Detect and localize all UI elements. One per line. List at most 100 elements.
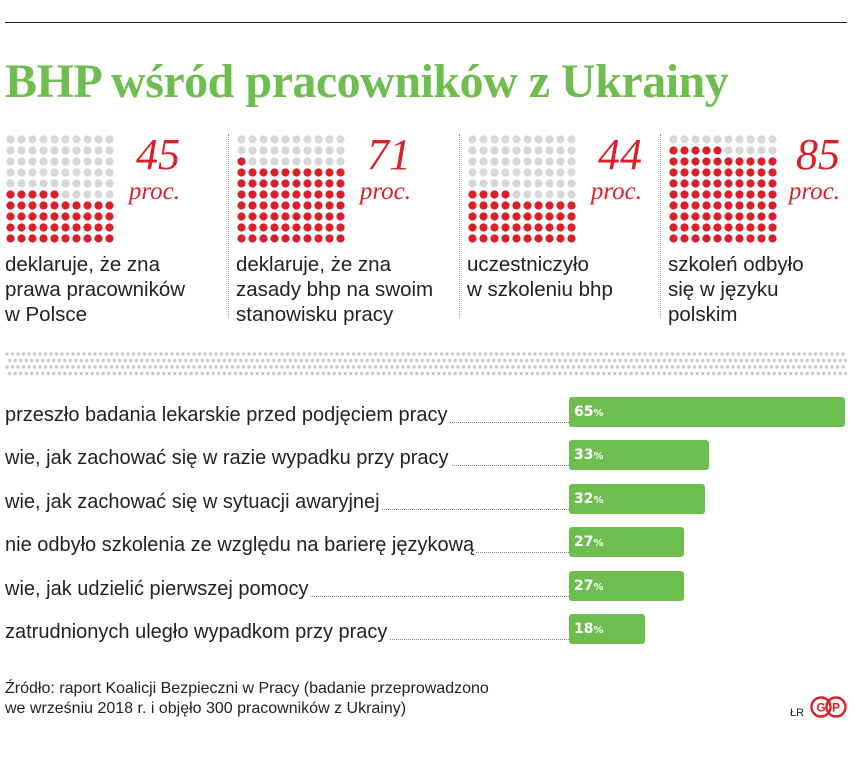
filled-dot bbox=[691, 179, 700, 188]
empty-dot bbox=[567, 190, 576, 199]
empty-dot bbox=[50, 179, 59, 188]
empty-dot bbox=[39, 135, 48, 144]
filled-dot bbox=[768, 168, 777, 177]
empty-dot bbox=[281, 157, 290, 166]
bar-value-label: 33% bbox=[574, 446, 604, 466]
filled-dot bbox=[292, 201, 301, 210]
filled-dot bbox=[680, 234, 689, 243]
filled-dot bbox=[259, 201, 268, 210]
filled-dot bbox=[702, 146, 711, 155]
filled-dot bbox=[746, 234, 755, 243]
filled-dot bbox=[669, 168, 678, 177]
author-credit: ŁR bbox=[790, 707, 805, 719]
empty-dot bbox=[556, 179, 565, 188]
empty-dot bbox=[314, 157, 323, 166]
bar-category-label: wie, jak zachować się w sytuacji awaryjn… bbox=[5, 490, 382, 514]
filled-dot bbox=[336, 223, 345, 232]
empty-dot bbox=[270, 135, 279, 144]
empty-dot bbox=[17, 168, 26, 177]
empty-dot bbox=[39, 179, 48, 188]
filled-dot bbox=[669, 157, 678, 166]
filled-dot bbox=[713, 201, 722, 210]
source-note: Źródło: raport Koalicji Bezpieczni w Pra… bbox=[5, 679, 489, 719]
empty-dot bbox=[39, 168, 48, 177]
filled-dot bbox=[303, 223, 312, 232]
empty-dot bbox=[523, 190, 532, 199]
filled-dot bbox=[691, 157, 700, 166]
stat-description-line: deklaruje, że zna bbox=[5, 253, 160, 276]
filled-dot bbox=[50, 234, 59, 243]
empty-dot bbox=[61, 135, 70, 144]
empty-dot bbox=[556, 157, 565, 166]
empty-dot bbox=[523, 157, 532, 166]
filled-dot bbox=[270, 168, 279, 177]
filled-dot bbox=[237, 212, 246, 221]
bar-value-number: 27 bbox=[574, 534, 594, 550]
filled-dot bbox=[680, 168, 689, 177]
stat-panel: 85 proc. szkoleń odbyło się w języku polskim bbox=[660, 132, 848, 326]
filled-dot bbox=[702, 201, 711, 210]
filled-dot bbox=[83, 223, 92, 232]
empty-dot bbox=[61, 157, 70, 166]
filled-dot bbox=[50, 223, 59, 232]
filled-dot bbox=[735, 168, 744, 177]
empty-dot bbox=[479, 157, 488, 166]
empty-dot bbox=[303, 146, 312, 155]
filled-dot bbox=[691, 223, 700, 232]
filled-dot bbox=[691, 234, 700, 243]
empty-dot bbox=[248, 157, 257, 166]
filled-dot bbox=[567, 201, 576, 210]
filled-dot bbox=[17, 190, 26, 199]
filled-dot bbox=[523, 212, 532, 221]
filled-dot bbox=[702, 234, 711, 243]
filled-dot bbox=[768, 212, 777, 221]
empty-dot bbox=[6, 146, 15, 155]
filled-dot bbox=[746, 157, 755, 166]
stat-description-line: w Polsce bbox=[5, 303, 88, 326]
filled-dot bbox=[83, 212, 92, 221]
empty-dot bbox=[768, 146, 777, 155]
filled-dot bbox=[303, 190, 312, 199]
filled-dot bbox=[669, 212, 678, 221]
empty-dot bbox=[534, 157, 543, 166]
bar-row: zatrudnionych uległo wypadkom przy pracy… bbox=[0, 614, 859, 648]
empty-dot bbox=[83, 190, 92, 199]
filled-dot bbox=[713, 223, 722, 232]
filled-dot bbox=[105, 212, 114, 221]
filled-dot bbox=[523, 223, 532, 232]
empty-dot bbox=[6, 135, 15, 144]
empty-dot bbox=[105, 146, 114, 155]
filled-dot bbox=[248, 234, 257, 243]
empty-dot bbox=[83, 168, 92, 177]
filled-dot bbox=[39, 190, 48, 199]
bar-category-label: wie, jak udzielić pierwszej pomocy bbox=[5, 577, 311, 601]
filled-dot bbox=[545, 234, 554, 243]
filled-dot bbox=[28, 234, 37, 243]
filled-dot bbox=[768, 234, 777, 243]
stat-unit: proc. bbox=[359, 178, 411, 205]
panel-separator bbox=[459, 134, 460, 318]
filled-dot bbox=[512, 234, 521, 243]
empty-dot bbox=[567, 157, 576, 166]
filled-dot bbox=[534, 223, 543, 232]
filled-dot bbox=[691, 146, 700, 155]
filled-dot bbox=[336, 168, 345, 177]
filled-dot bbox=[724, 179, 733, 188]
filled-dot bbox=[468, 223, 477, 232]
empty-dot bbox=[83, 135, 92, 144]
stat-description-line: uczestniczyło bbox=[467, 253, 589, 276]
filled-dot bbox=[680, 201, 689, 210]
bar-value-suffix: % bbox=[593, 625, 604, 636]
filled-dot bbox=[39, 223, 48, 232]
stat-description-line: deklaruje, że zna bbox=[236, 253, 391, 276]
empty-dot bbox=[72, 146, 81, 155]
svg-text:P: P bbox=[832, 701, 840, 715]
filled-dot bbox=[490, 201, 499, 210]
empty-dot bbox=[6, 179, 15, 188]
empty-dot bbox=[534, 135, 543, 144]
filled-dot bbox=[61, 223, 70, 232]
empty-dot bbox=[757, 146, 766, 155]
filled-dot bbox=[72, 234, 81, 243]
filled-dot bbox=[237, 179, 246, 188]
dot-grid bbox=[237, 135, 345, 243]
